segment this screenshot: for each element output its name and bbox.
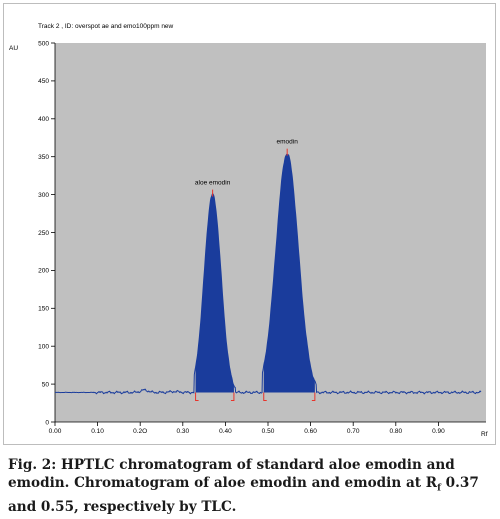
x-tick-label: 0.70	[347, 428, 360, 435]
peak-area	[195, 194, 234, 393]
y-tick-label: 300	[38, 192, 49, 199]
caption-text: Fig. 2: HPTLC chromatogram of standard a…	[8, 457, 455, 491]
x-tick-label: 0.00	[49, 428, 62, 435]
x-tick-label: 0.80	[389, 428, 402, 435]
chromatogram-chart: Track 2 , ID: overspot ae and emo100ppm …	[9, 23, 488, 438]
integration-bracket	[263, 392, 267, 401]
y-tick-label: 400	[38, 116, 49, 123]
y-tick-label: 350	[38, 154, 49, 161]
y-axis-label: AU	[9, 45, 18, 52]
integration-bracket	[230, 392, 235, 401]
x-tick-label: 0.90	[432, 428, 445, 435]
chart-title: Track 2 , ID: overspot ae and emo100ppm …	[38, 23, 174, 30]
caption-subscript: f	[437, 483, 441, 494]
x-tick-label: 0.10	[91, 428, 104, 435]
y-tick-label: 100	[38, 344, 49, 351]
y-tick-label: 500	[38, 40, 49, 47]
integration-bracket	[195, 392, 199, 401]
integration-bracket	[311, 392, 316, 401]
y-tick-label: 50	[42, 381, 50, 388]
x-tick-label: 0.60	[304, 428, 317, 435]
caption-text-end: 0.37 and 0.55, respectively by TLC.	[8, 475, 479, 515]
figure-caption: Fig. 2: HPTLC chromatogram of standard a…	[8, 456, 496, 516]
x-tick-label: 0.30	[176, 428, 189, 435]
peak-area	[263, 153, 315, 393]
plot-layer: 0 50 100 150 200 250 300 350 400 450 500 0.00 0.10 0.…	[38, 40, 482, 435]
x-tick-label: 0.2O	[133, 428, 147, 435]
peak-label: aloe emodin	[195, 180, 231, 187]
y-tick-label: 250	[38, 230, 49, 237]
x-tick-label: 0.50	[262, 428, 275, 435]
trace-line	[54, 153, 482, 395]
y-tick-label: 150	[38, 306, 49, 313]
figure-frame: Track 2 , ID: overspot ae and emo100ppm …	[3, 3, 496, 445]
y-tick-label: 450	[38, 78, 49, 85]
y-tick-label: 0	[45, 419, 49, 426]
peak-label: emodin	[277, 139, 299, 146]
y-tick-label: 200	[38, 268, 49, 275]
x-tick-label: 0.40	[219, 428, 232, 435]
x-axis-label: Rf	[481, 431, 488, 438]
